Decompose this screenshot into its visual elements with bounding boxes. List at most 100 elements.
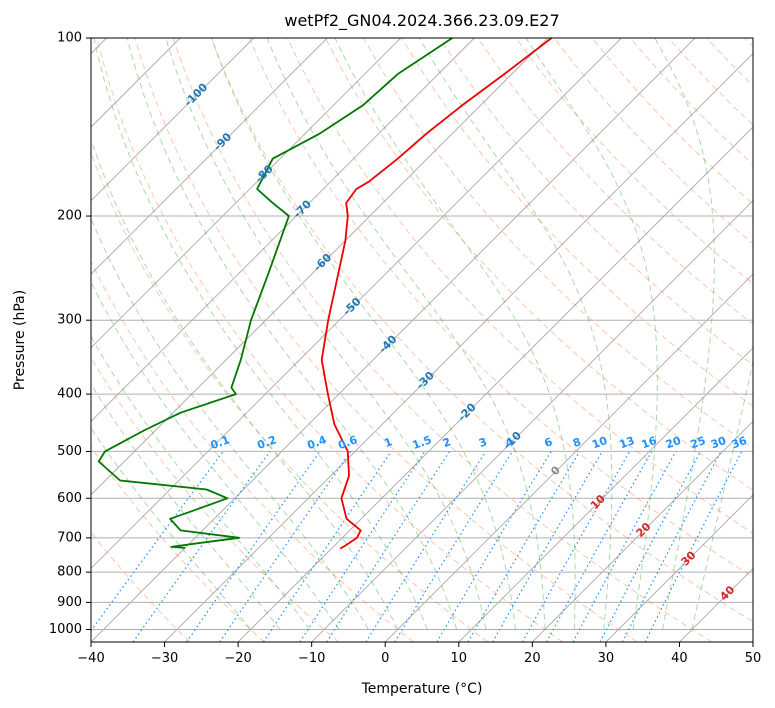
dry-adiabat [96,38,563,642]
mixing-ratio-label: 16 [640,434,659,452]
x-tick-label: 10 [451,651,468,666]
mixing-ratio-line [219,451,352,642]
moist-adiabat [91,335,310,630]
mixing-ratio-label: 0.4 [305,433,328,452]
moist-adiabat [91,281,340,630]
mixing-ratio-label: 20 [664,434,683,452]
x-tick-label: −20 [224,651,251,666]
moist-adiabat [91,217,369,630]
mixing-ratio-line [436,451,552,642]
isotherm-line [91,38,328,275]
mixing-ratio-label: 10 [590,434,609,452]
mixing-ratio-label: 30 [709,434,728,452]
mixing-ratio-line [546,451,653,642]
dry-adiabat [210,38,753,623]
isotherm-line [91,38,622,570]
y-tick-label: 600 [57,491,82,506]
dry-adiabat [515,38,753,285]
moist-adiabat [418,38,613,630]
dry-adiabat [172,38,713,642]
mixing-ratio-line [262,451,392,642]
y-tick-label: 500 [57,444,82,459]
x-axis: −40 −30 −20 −10 0 10 20 30 40 50 [77,642,761,666]
isotherm-line [384,273,753,642]
plot-frame [90,37,754,643]
y-tick-label: 100 [57,31,82,46]
plot-area [91,38,753,642]
dry-adiabat [91,260,414,642]
y-axis: 100 200 300 400 500 600 700 800 900 1000 [49,31,91,637]
y-tick-label: 1000 [49,622,82,637]
mixing-ratio-line [572,451,677,642]
mixing-ratio-line [186,451,321,642]
mixing-ratio-label: 4 [504,435,516,450]
mixing-ratio-label: 6 [543,435,555,450]
x-tick-label: 30 [598,651,615,666]
y-tick-label: 400 [57,387,82,402]
isotherm-line [91,38,402,349]
y-tick-label: 200 [57,209,82,224]
isotherm-line [605,494,753,642]
mixing-ratio-label: 2 [441,435,453,450]
isotherm-line [458,347,753,642]
mixing-ratio-line [132,451,271,642]
x-axis-title: Temperature (°C) [361,681,483,697]
moist-adiabat [91,137,399,630]
dry-adiabat [286,38,753,535]
mixing-ratio-line [326,451,451,642]
isotherm-line [164,52,753,642]
mixing-ratio-labels: 0.1 0.2 0.4 0.6 1 1.5 2 3 4 6 8 10 13 16 20 25 30 36 [209,433,749,452]
moist-adiabat [525,38,658,630]
moist-adiabat [91,427,251,630]
isotherm-line [531,420,753,642]
background-lines [91,38,753,642]
dewpoint-line [97,38,453,549]
mixing-ratio-label: 0.6 [336,433,359,452]
y-axis-title: Pressure (hPa) [12,290,28,390]
moist-adiabat [334,38,576,630]
moist-adiabat [266,38,546,630]
mixing-ratio-label: 1.5 [411,433,434,452]
mixing-ratio-line [394,451,513,642]
y-tick-label: 300 [57,313,82,328]
x-tick-label: −10 [298,651,325,666]
dry-adiabat [91,445,265,642]
x-tick-label: 50 [745,651,762,666]
x-tick-label: 0 [381,651,389,666]
moist-adiabat [126,38,458,630]
mixing-ratio-label: 8 [571,435,583,450]
mixing-ratio-label: 13 [618,434,637,451]
dry-adiabat [325,38,753,491]
mixing-ratio-label: 0.1 [209,433,232,452]
isotherm-line [91,38,475,423]
dry-adiabat [134,38,638,642]
mixing-ratio-label: 1 [382,435,394,450]
moist-adiabat [91,383,281,630]
moist-adiabat [654,38,715,630]
mixing-ratio-line [299,451,426,642]
temperature-line [320,38,553,550]
y-tick-label: 900 [57,595,82,610]
isotherm-line [237,126,753,642]
chart-title: wetPf2_GN04.2024.366.23.09.E27 [284,11,559,31]
mixing-ratio-label: 3 [477,435,489,450]
isotherm-line [91,38,255,202]
x-tick-label: −30 [151,651,178,666]
mixing-ratio-label: 36 [730,434,749,452]
y-tick-label: 800 [57,565,82,580]
isotherm-line [311,199,753,642]
moist-adiabat [691,359,753,630]
mixing-ratio-label: 25 [689,434,708,451]
x-tick-label: 40 [671,651,688,666]
dry-adiabat [248,38,753,578]
moist-adiabat [165,38,487,630]
mixing-ratio-line [467,451,581,642]
mixing-ratio-line [365,451,487,642]
data-lines [97,38,553,550]
mixing-ratio-label: 0.2 [256,433,279,452]
moist-adiabat [93,38,428,630]
x-tick-label: −40 [77,651,104,666]
x-tick-label: 20 [524,651,541,666]
isotherm-line [91,38,696,642]
